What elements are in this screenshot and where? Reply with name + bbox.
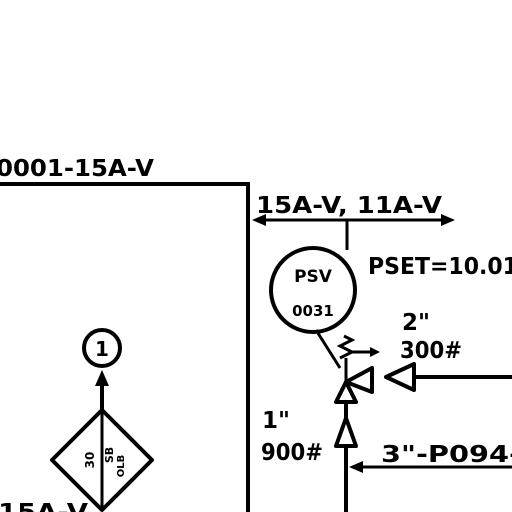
psv-bubble-circle — [269, 246, 357, 334]
diamond-right-top-text: SB — [103, 447, 116, 463]
label-pset: PSET=10.01 — [368, 254, 512, 280]
inlet-reducer-icon — [384, 362, 416, 392]
valve-triangle-right-icon — [344, 366, 374, 394]
label-inlet-size: 2" — [402, 310, 430, 336]
reducers — [334, 362, 416, 448]
diamond-symbol: 30 SB OLB — [50, 408, 154, 512]
vent-arrow-icon — [370, 347, 380, 357]
label-outlet-rating: 900# — [261, 440, 323, 466]
arrow-head-p094-icon — [349, 461, 363, 473]
bubble-leader-line — [314, 329, 342, 369]
label-line-top-left: 0001-15A-V — [0, 156, 154, 182]
psv-valve-body — [334, 334, 380, 404]
marker-arrow-up-icon — [95, 370, 109, 386]
label-line-top-right: 15A-V, 11A-V — [256, 193, 442, 219]
psv-tag-number: 0031 — [292, 302, 334, 320]
valve-triangle-up-icon — [334, 380, 358, 404]
psv-instrument-bubble: PSV 0031 — [269, 246, 357, 369]
psv-tag-prefix: PSV — [294, 267, 333, 287]
arrow-head-left-icon — [252, 214, 266, 226]
diamond-left-text: 30 — [83, 452, 97, 469]
valve-spring-icon — [336, 334, 356, 360]
label-outlet-size: 1" — [262, 408, 290, 434]
circle-marker-group: 1 — [82, 328, 122, 410]
outlet-reducer-icon — [334, 416, 358, 448]
diamond-right-bottom-text: OLB — [116, 455, 127, 478]
label-inlet-rating: 300# — [400, 338, 462, 364]
circle-marker — [82, 328, 122, 368]
label-line-p094: 3"-P094- — [381, 442, 512, 468]
arrow-head-right-icon — [441, 214, 455, 226]
line-labels: 0001-15A-V 15A-V, 11A-V PSET=10.01 2" 30… — [0, 156, 512, 512]
circle-marker-number: 1 — [95, 337, 109, 361]
label-bottom-left-line: 15A-V — [0, 500, 88, 512]
